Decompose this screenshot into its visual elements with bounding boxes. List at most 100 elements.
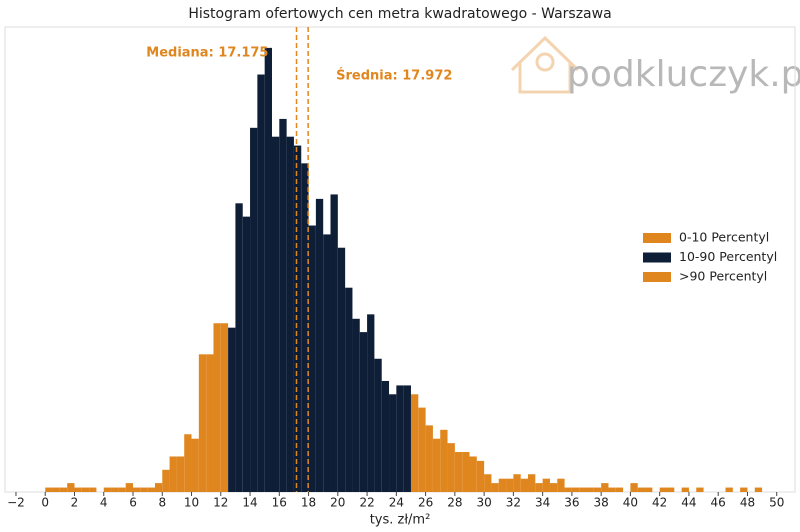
bar: [440, 429, 448, 492]
bar: [425, 425, 433, 492]
bar: [535, 483, 543, 492]
bar: [301, 163, 309, 492]
bar: [557, 478, 565, 492]
x-tick-label: 42: [652, 496, 667, 510]
bar: [491, 483, 499, 492]
x-tick-label: 34: [535, 496, 550, 510]
bar: [293, 145, 302, 492]
bar: [381, 380, 390, 492]
bar: [513, 474, 521, 492]
x-tick-label: 48: [740, 496, 755, 510]
bar: [498, 478, 507, 492]
bar: [418, 407, 426, 492]
bar: [462, 452, 470, 492]
bar: [250, 127, 258, 492]
bar: [140, 487, 148, 492]
bar: [484, 474, 492, 492]
bar: [352, 318, 360, 492]
legend-swatch: [643, 252, 671, 263]
x-tick-label: 2: [71, 496, 79, 510]
bar: [564, 487, 572, 492]
bar: [681, 487, 689, 492]
x-tick-label: 26: [418, 496, 433, 510]
bar: [608, 487, 616, 492]
bar: [169, 456, 177, 492]
bar: [308, 225, 316, 492]
bar: [45, 487, 53, 492]
watermark: podkluczyk.pl: [567, 54, 800, 95]
logo-house: [510, 35, 580, 94]
bar: [220, 323, 229, 492]
x-tick-label: 8: [158, 496, 166, 510]
x-tick-label: 20: [330, 496, 345, 510]
bar: [389, 394, 397, 492]
legend-label: 10-90 Percentyl: [679, 249, 777, 264]
bar: [601, 483, 609, 492]
legend-label: 0-10 Percentyl: [679, 230, 769, 245]
x-tick-label: 12: [213, 496, 228, 510]
bar: [315, 198, 324, 493]
bar: [213, 323, 221, 492]
bar: [125, 483, 134, 492]
x-axis-label: tys. zł/m²: [370, 513, 431, 528]
bar: [154, 483, 163, 492]
legend-swatch: [643, 272, 671, 282]
x-tick-label: 46: [711, 496, 726, 510]
bar: [403, 385, 411, 492]
bar: [198, 354, 207, 492]
bar: [147, 487, 155, 492]
bar: [630, 483, 638, 492]
bar: [396, 385, 404, 492]
bar: [542, 478, 550, 492]
bar: [330, 194, 338, 492]
bar: [323, 234, 331, 493]
bar: [549, 483, 558, 492]
x-tick-label: 40: [623, 496, 638, 510]
x-tick-label: 16: [272, 496, 287, 510]
bar: [67, 483, 75, 492]
bar: [696, 487, 704, 492]
annotation-label: Średnia: 17.972: [336, 68, 452, 84]
legend-swatch: [643, 233, 671, 243]
x-tick-label: 28: [447, 496, 462, 510]
bar: [754, 487, 763, 492]
bar: [432, 438, 441, 492]
bar: [52, 487, 60, 492]
bar: [81, 487, 90, 492]
x-tick-label: 32: [506, 496, 521, 510]
bar: [476, 460, 485, 492]
bar: [206, 354, 214, 492]
bar: [286, 136, 294, 492]
bar: [659, 487, 667, 492]
bar: [593, 487, 602, 492]
bar: [454, 452, 463, 492]
logo: [510, 35, 580, 94]
logo-key: [535, 52, 555, 72]
bar: [359, 332, 368, 492]
bar: [579, 487, 587, 492]
bar: [235, 203, 243, 492]
x-tick-label: 30: [476, 496, 491, 510]
x-tick-label: 24: [389, 496, 404, 510]
bar: [184, 434, 192, 492]
bar: [410, 394, 419, 492]
bar: [637, 487, 646, 492]
bar: [666, 487, 675, 492]
bar: [59, 487, 68, 492]
bar: [374, 358, 382, 492]
x-tick-label: −2: [7, 496, 25, 510]
x-tick-label: 14: [242, 496, 257, 510]
bar: [257, 74, 265, 493]
legend-label: >90 Percentyl: [679, 269, 767, 284]
bar: [111, 487, 119, 492]
bar: [133, 487, 141, 492]
x-tick-label: 22: [359, 496, 374, 510]
x-tick-label: 10: [184, 496, 199, 510]
bar: [271, 136, 280, 492]
bar: [118, 487, 126, 492]
x-tick-label: 36: [564, 496, 579, 510]
bar: [228, 327, 236, 492]
bar: [447, 443, 455, 492]
x-tick-label: 18: [301, 496, 316, 510]
